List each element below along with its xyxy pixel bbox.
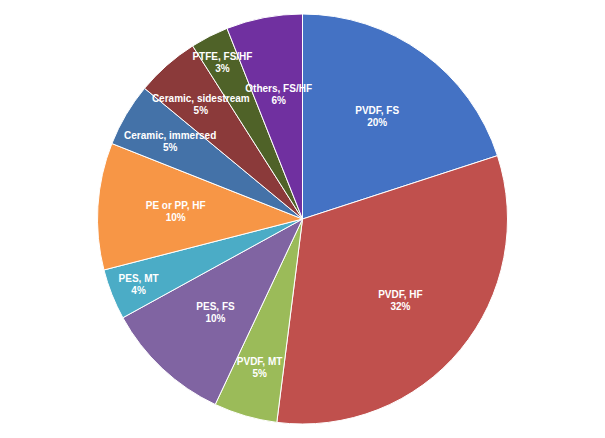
svg-text:PTFE, FS/HF3%: PTFE, FS/HF3% — [192, 50, 252, 73]
svg-text:Ceramic, immersed5%: Ceramic, immersed5% — [124, 129, 216, 152]
svg-text:PVDF, FS20%: PVDF, FS20% — [355, 105, 399, 128]
svg-text:PVDF, HF32%: PVDF, HF32% — [378, 289, 422, 312]
svg-text:Others, FS/HF6%: Others, FS/HF6% — [245, 83, 312, 106]
svg-text:PE or PP, HF10%: PE or PP, HF10% — [146, 200, 206, 223]
svg-text:Ceramic, sidestream5%: Ceramic, sidestream5% — [152, 92, 250, 115]
svg-text:PES, MT4%: PES, MT4% — [119, 272, 159, 295]
svg-text:PVDF, MT5%: PVDF, MT5% — [237, 355, 283, 378]
svg-text:PES, FS10%: PES, FS10% — [196, 300, 235, 323]
